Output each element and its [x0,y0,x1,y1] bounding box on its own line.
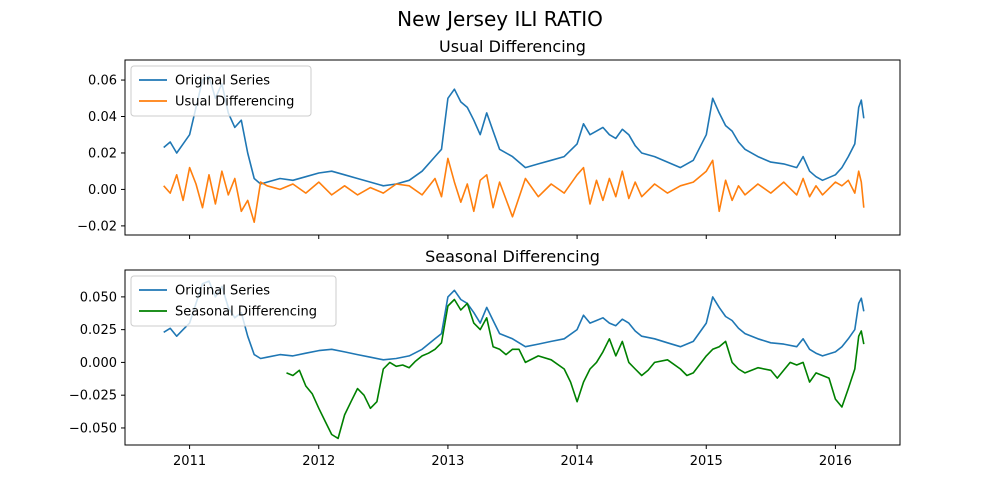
x-tick-label: 2011 [173,454,206,469]
y-tick-label: 0.02 [88,146,117,161]
series-line-1 [163,280,865,361]
y-tick-label: 0.00 [88,183,117,198]
legend-label: Original Series [175,74,270,89]
plot-frame [124,269,901,446]
y-tick-label: 0.050 [80,290,117,305]
y-tick-label: 0.06 [88,74,117,89]
legend: Original Series Usual Differencing [130,65,312,117]
y-tick-label: 0.04 [88,110,117,125]
legend-label: Seasonal Differencing [175,305,317,320]
y-tick-label: −0.025 [69,389,117,404]
subplot-title: Seasonal Differencing [425,247,600,266]
series-line-2 [286,298,865,440]
subplot-2: Seasonal Differencing 2011 2012 2013 2014 201… [69,247,901,469]
legend: Original Series Seasonal Differencing [130,275,337,327]
y-tick-label: 0.025 [80,323,117,338]
legend-label: Usual Differencing [175,95,294,110]
y-tick-label: 0.000 [80,356,117,371]
x-tick-label: 2013 [431,454,464,469]
subplot-1: Usual Differencing −0.02 0.00 0.02 0.04 0.06 O… [77,37,901,239]
series-line-2 [163,157,865,223]
x-tick-label: 2015 [690,454,723,469]
legend-label: Original Series [175,284,270,299]
series-line-1 [163,75,865,187]
y-tick-label: −0.050 [69,421,117,436]
x-tick-label: 2012 [302,454,335,469]
legend-box [130,275,337,327]
figure-title: New Jersey ILI RATIO [397,7,603,31]
y-tick-label: −0.02 [77,219,117,234]
x-tick-label: 2016 [819,454,852,469]
plot-frame [124,59,901,236]
x-tick-label: 2014 [561,454,594,469]
legend-box [130,65,312,117]
subplot-title: Usual Differencing [439,37,586,56]
